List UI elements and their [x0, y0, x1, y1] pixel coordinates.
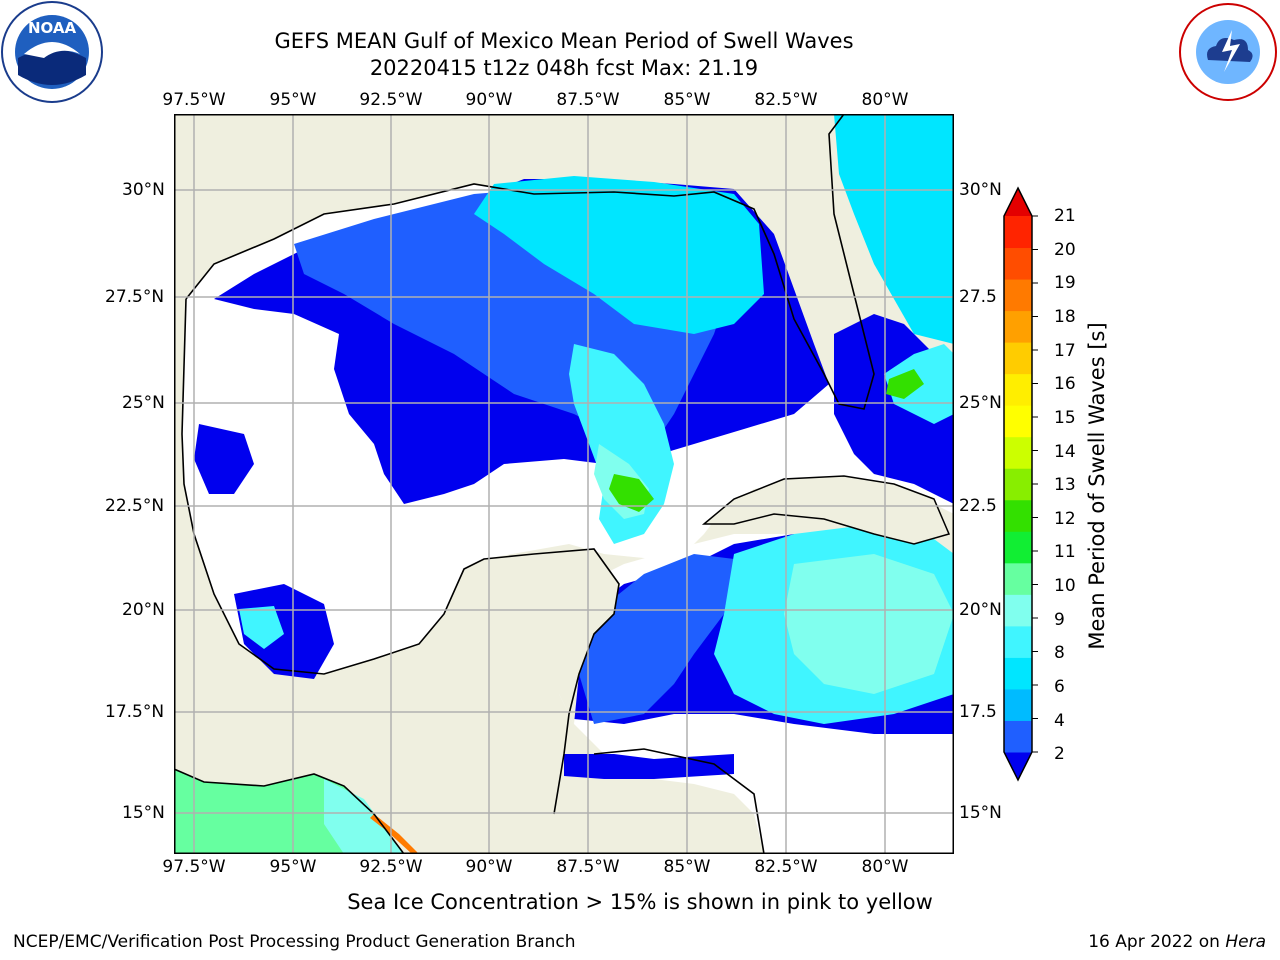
- map-panel: [174, 114, 954, 854]
- lat-label-left: 25°N: [122, 393, 165, 413]
- colorbar-tick-label: 21: [1054, 206, 1076, 226]
- swell-field: [239, 606, 284, 649]
- lon-label-bottom: 97.5°W: [162, 857, 226, 877]
- swell-field: [886, 369, 924, 399]
- noaa-logo-text: NOAA: [28, 19, 77, 37]
- colorbar-tick-label: 6: [1054, 677, 1065, 697]
- colorbar-tick-label: 12: [1054, 509, 1076, 529]
- coastline: [593, 748, 765, 854]
- nws-logo: [1176, 0, 1280, 108]
- pacific-field: [324, 779, 404, 854]
- lat-label-right: 22.5: [959, 496, 997, 516]
- swell-field: [784, 554, 954, 694]
- footer-date: 16 Apr 2022 on Hera: [1088, 932, 1266, 952]
- lon-label-top: 87.5°W: [556, 90, 620, 110]
- lon-label-top: 95°W: [269, 90, 317, 110]
- sea-ice-note: Sea Ice Concentration > 15% is shown in …: [347, 890, 933, 914]
- graticule: [174, 114, 954, 854]
- lon-label-bottom: 80°W: [861, 857, 909, 877]
- lon-label-bottom: 92.5°W: [359, 857, 423, 877]
- swell-field: [564, 754, 734, 779]
- lon-label-top: 92.5°W: [359, 90, 423, 110]
- colorbar-tick-label: 14: [1054, 442, 1076, 462]
- colorbar-tick-label: 11: [1054, 542, 1076, 562]
- colorbar-segment: [1004, 468, 1032, 501]
- lon-label-bottom: 95°W: [269, 857, 317, 877]
- lon-label-top: 80°W: [861, 90, 909, 110]
- colorbar-tick-label: 18: [1054, 307, 1076, 327]
- lat-label-right: 15°N: [959, 803, 1002, 823]
- coastline: [185, 114, 875, 410]
- swell-field: [579, 554, 734, 724]
- lon-label-bottom: 90°W: [465, 857, 513, 877]
- lat-label-right: 17.5: [959, 702, 997, 722]
- lon-label-bottom: 87.5°W: [556, 857, 620, 877]
- colorbar-segment: [1004, 562, 1032, 595]
- colorbar-segment: [1004, 752, 1032, 780]
- footer-machine: Hera: [1225, 932, 1266, 952]
- lat-label-right: 30°N: [959, 180, 1002, 200]
- colorbar-tick-label: 20: [1054, 240, 1076, 260]
- swell-field: [474, 176, 764, 334]
- lon-label-bottom: 82.5°W: [754, 857, 818, 877]
- colorbar-segment: [1004, 531, 1032, 564]
- colorbar: [1000, 186, 1050, 786]
- colorbar-segment: [1004, 247, 1032, 280]
- colorbar-tick-label: 9: [1054, 610, 1065, 630]
- lat-label-right: 25°N: [959, 393, 1002, 413]
- lat-label-right: 20°N: [959, 600, 1002, 620]
- colorbar-segment: [1004, 594, 1032, 627]
- colorbar-segment: [1004, 405, 1032, 438]
- lat-label-left: 15°N: [122, 803, 165, 823]
- footer-credit: NCEP/EMC/Verification Post Processing Pr…: [13, 932, 576, 952]
- chart-subtitle: 20220415 t12z 048h fcst Max: 21.19: [369, 56, 759, 80]
- noaa-logo: NOAA: [0, 0, 104, 108]
- colorbar-segment: [1004, 342, 1032, 375]
- lon-label-top: 85°W: [663, 90, 711, 110]
- colorbar-tick-label: 17: [1054, 341, 1076, 361]
- coastline: [174, 768, 405, 854]
- lat-label-left: 27.5°N: [105, 287, 165, 307]
- coastline: [181, 298, 620, 815]
- colorbar-tick-label: 13: [1054, 475, 1076, 495]
- map-border: [174, 114, 954, 854]
- colorbar-segment: [1004, 625, 1032, 658]
- colorbar-segment: [1004, 688, 1032, 721]
- colorbar-segment: [1004, 310, 1032, 343]
- yucatan-land: [469, 549, 619, 724]
- colorbar-tick-label: 10: [1054, 576, 1076, 596]
- colorbar-tick-label: 8: [1054, 643, 1065, 663]
- lat-label-left: 20°N: [122, 600, 165, 620]
- lon-label-top: 90°W: [465, 90, 513, 110]
- colorbar-segment: [1004, 373, 1032, 406]
- colorbar-tick-label: 4: [1054, 711, 1065, 731]
- cuba-land: [701, 475, 951, 545]
- lon-label-bottom: 85°W: [663, 857, 711, 877]
- colorbar-label: Mean Period of Swell Waves [s]: [1085, 322, 1109, 650]
- lat-label-right: 27.5: [959, 287, 997, 307]
- colorbar-segment: [1004, 720, 1032, 753]
- swell-field: [194, 424, 254, 494]
- colorbar-segment: [1004, 436, 1032, 469]
- lat-label-left: 17.5°N: [105, 702, 165, 722]
- lon-label-top: 82.5°W: [754, 90, 818, 110]
- colorbar-segment: [1004, 499, 1032, 532]
- colorbar-segment: [1004, 216, 1032, 249]
- colorbar-segment: [1004, 279, 1032, 312]
- swell-field: [609, 474, 654, 512]
- chart-title: GEFS MEAN Gulf of Mexico Mean Period of …: [274, 29, 854, 53]
- colorbar-tick-label: 15: [1054, 408, 1076, 428]
- colorbar-tick-label: 19: [1054, 273, 1076, 293]
- atlantic-water: [834, 114, 954, 344]
- colorbar-tick-label: 16: [1054, 374, 1076, 394]
- colorbar-segment: [1004, 188, 1032, 216]
- lat-label-left: 30°N: [122, 180, 165, 200]
- colorbar-tick-label: 2: [1054, 744, 1065, 764]
- colorbar-segment: [1004, 657, 1032, 690]
- footer-date-text: 16 Apr 2022 on: [1088, 932, 1220, 952]
- lat-label-left: 22.5°N: [105, 496, 165, 516]
- lon-label-top: 97.5°W: [162, 90, 226, 110]
